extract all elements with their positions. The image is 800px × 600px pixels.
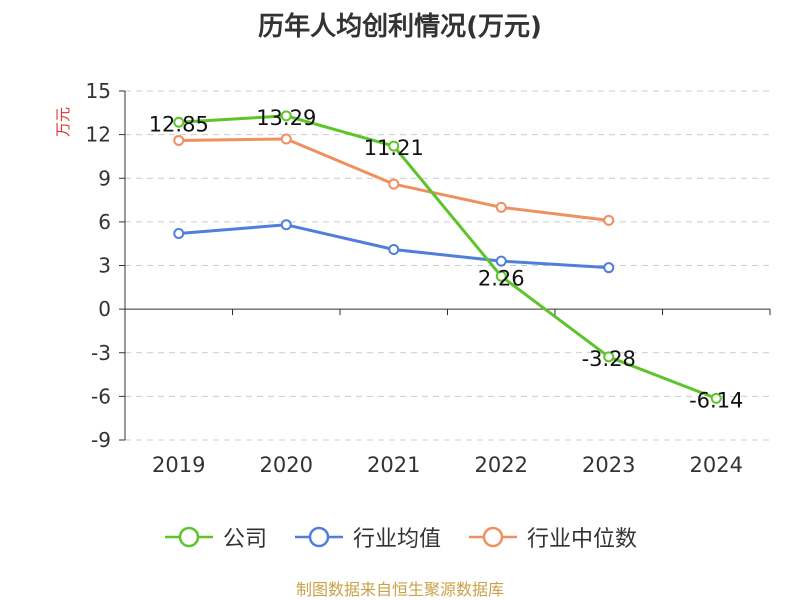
legend-line-circle-icon [164, 526, 213, 548]
y-tick-label: 9 [98, 166, 111, 190]
series-line [178, 114, 717, 400]
data-label: -6.14 [689, 388, 743, 412]
grid-lines [125, 90, 770, 441]
legend-line-circle-icon [294, 526, 343, 548]
x-tick-label: 2021 [367, 453, 420, 477]
data-point[interactable] [280, 110, 292, 122]
x-tick-label: 2020 [260, 453, 313, 477]
x-tick-label: 2022 [475, 453, 528, 477]
data-point[interactable] [173, 228, 185, 240]
y-tick-label: 15 [86, 79, 111, 103]
y-tick-label: -6 [91, 384, 111, 408]
axes: 15 12 9 6 3 0 -3 -6 -9 2019 2020 2021 2022 2023 2024 [86, 79, 771, 477]
data-label: 2.26 [478, 266, 525, 290]
data-point[interactable] [495, 270, 507, 282]
chart-title: 历年人均创利情况(万元) [258, 12, 542, 42]
data-point[interactable] [710, 392, 722, 404]
legend-item[interactable]: 行业均值 [293, 521, 441, 553]
data-point[interactable] [173, 116, 185, 128]
y-tick-label: -9 [91, 428, 111, 452]
legend-line-circle-icon [469, 526, 517, 548]
data-point[interactable] [173, 134, 185, 146]
data-source-note: 制图数据来自恒生聚源数据库 [295, 580, 504, 599]
y-axis-label: 万元 [54, 107, 72, 137]
data-point[interactable] [280, 219, 292, 231]
data-label: 11.21 [364, 136, 424, 160]
x-tick-label: 2024 [690, 453, 743, 477]
data-label: 12.85 [149, 112, 209, 136]
y-tick-label: 0 [98, 297, 111, 321]
legend-label: 行业均值 [352, 527, 441, 552]
legend-item[interactable]: 行业中位数 [467, 521, 637, 553]
data-point[interactable] [495, 255, 507, 267]
legend-label: 行业中位数 [527, 527, 638, 552]
data-label: -3.28 [582, 347, 636, 371]
data-point[interactable] [603, 214, 615, 226]
legend-label: 公司 [222, 527, 267, 552]
chart-legend: 公司 行业均值 行业中位数 [0, 520, 800, 554]
y-tick-label: 12 [86, 123, 111, 147]
y-tick-label: 6 [98, 210, 111, 234]
data-point[interactable] [388, 244, 400, 256]
data-labels: 12.85 13.29 11.21 2.26 -3.28 -6.14 [149, 106, 744, 413]
y-tick-label: -3 [91, 341, 111, 365]
x-tick-label: 2019 [152, 453, 205, 477]
data-point[interactable] [280, 133, 292, 145]
data-label: 13.29 [256, 106, 316, 130]
x-tick-label: 2023 [582, 453, 635, 477]
data-point[interactable] [603, 351, 615, 363]
y-tick-label: 3 [98, 254, 111, 278]
series-lines [173, 110, 722, 404]
data-point[interactable] [388, 140, 400, 152]
legend-item[interactable]: 公司 [163, 521, 267, 553]
data-point[interactable] [495, 201, 507, 213]
data-point[interactable] [388, 178, 400, 190]
data-point[interactable] [603, 262, 615, 274]
